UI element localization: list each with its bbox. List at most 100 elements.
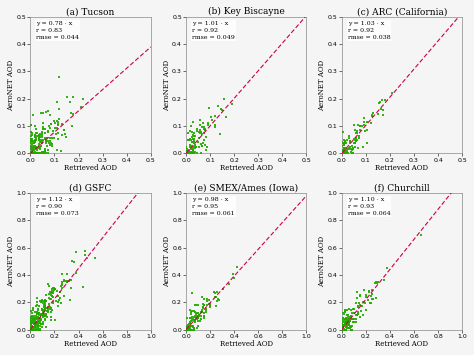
Text: y = 1.10 · x
r = 0.93
rmse = 0.064: y = 1.10 · x r = 0.93 rmse = 0.064 xyxy=(348,197,391,216)
Point xyxy=(40,313,48,318)
Point xyxy=(339,311,347,316)
Point xyxy=(34,325,42,331)
Point xyxy=(194,313,201,319)
Point xyxy=(29,151,36,156)
Point xyxy=(340,312,347,317)
Point xyxy=(346,140,354,146)
Point xyxy=(33,310,41,316)
Point xyxy=(32,327,40,332)
Point xyxy=(46,306,54,312)
Point xyxy=(191,327,198,332)
Point xyxy=(60,293,67,299)
Point xyxy=(30,316,37,322)
Point xyxy=(360,122,368,127)
Point xyxy=(31,327,39,332)
Point xyxy=(206,304,214,310)
Point xyxy=(41,317,49,323)
Point xyxy=(27,137,35,143)
Point xyxy=(27,327,35,332)
Point xyxy=(365,289,373,294)
Point xyxy=(190,136,197,142)
Point xyxy=(38,134,46,140)
Point xyxy=(28,151,36,156)
Point xyxy=(52,286,59,292)
Point xyxy=(355,122,362,128)
Point xyxy=(29,147,36,152)
Point xyxy=(200,120,207,126)
Point xyxy=(31,323,39,329)
Point xyxy=(182,326,190,332)
Point xyxy=(55,106,63,112)
Point xyxy=(198,308,205,313)
Point xyxy=(34,318,41,323)
Point xyxy=(29,318,37,324)
Point xyxy=(358,123,366,129)
Point xyxy=(54,99,61,105)
Point xyxy=(30,143,38,149)
Point xyxy=(46,126,54,131)
Point xyxy=(338,143,346,149)
Point xyxy=(185,322,192,328)
Point xyxy=(204,120,212,126)
Point xyxy=(32,151,39,156)
Point xyxy=(375,100,383,106)
Point xyxy=(351,140,358,146)
Point xyxy=(339,315,346,321)
Point xyxy=(341,139,349,145)
Point xyxy=(339,327,347,332)
Point xyxy=(29,305,37,311)
Point xyxy=(35,312,43,318)
Point xyxy=(182,144,190,150)
Point xyxy=(43,314,51,320)
Point xyxy=(72,270,80,276)
Point xyxy=(338,321,346,327)
Point xyxy=(356,314,364,320)
Point xyxy=(30,147,38,153)
Point xyxy=(346,320,353,326)
Point xyxy=(341,327,348,332)
Point xyxy=(28,148,36,154)
Point xyxy=(196,129,203,135)
Point xyxy=(204,122,212,128)
Point xyxy=(27,327,35,332)
Point xyxy=(29,113,37,118)
Point xyxy=(193,151,201,156)
Point xyxy=(31,322,38,328)
Point xyxy=(201,127,209,133)
Point xyxy=(45,138,52,143)
Point xyxy=(33,322,41,327)
Point xyxy=(37,318,45,323)
Point xyxy=(374,111,382,117)
Point xyxy=(350,136,357,142)
Text: y = 1.03 · x
r = 0.92
rmse = 0.038: y = 1.03 · x r = 0.92 rmse = 0.038 xyxy=(348,21,391,40)
Point xyxy=(185,147,193,152)
Point xyxy=(351,144,359,149)
Point xyxy=(28,327,36,332)
Point xyxy=(185,321,192,327)
Point xyxy=(190,150,198,155)
Point xyxy=(345,145,353,151)
Point xyxy=(182,323,190,328)
Point xyxy=(188,308,196,313)
Point xyxy=(27,308,35,313)
Point xyxy=(70,111,77,117)
Point xyxy=(356,302,363,307)
Point xyxy=(190,141,198,146)
Point xyxy=(27,319,35,325)
Point xyxy=(29,151,36,156)
Point xyxy=(62,278,70,284)
Point xyxy=(27,327,35,332)
Point xyxy=(27,136,35,142)
Point xyxy=(349,310,356,316)
Point xyxy=(373,279,380,285)
Point xyxy=(212,303,220,308)
Point xyxy=(219,286,227,291)
Point xyxy=(374,279,382,284)
Point xyxy=(344,320,351,326)
Point xyxy=(78,104,85,110)
Point xyxy=(342,327,349,332)
Point xyxy=(30,151,38,156)
Point xyxy=(213,289,221,295)
Point xyxy=(345,320,353,326)
Point xyxy=(37,321,45,327)
